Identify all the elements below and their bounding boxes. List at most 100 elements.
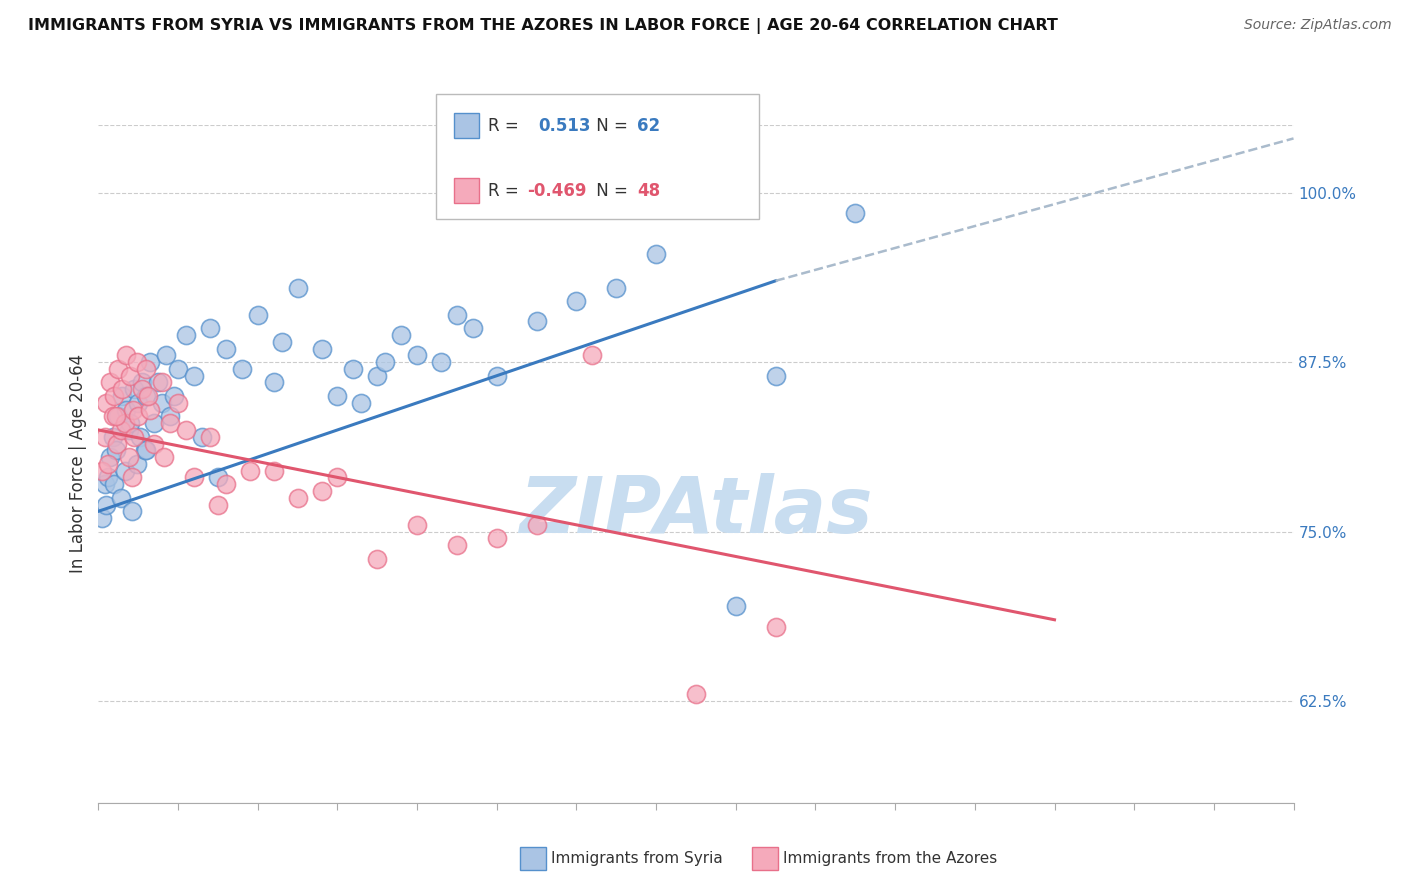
Point bbox=[120, 416, 142, 430]
Point bbox=[446, 308, 468, 322]
Text: Immigrants from the Azores: Immigrants from the Azores bbox=[783, 851, 997, 866]
Point bbox=[96, 498, 118, 512]
Point bbox=[207, 498, 229, 512]
Point bbox=[103, 477, 125, 491]
Point bbox=[98, 450, 122, 464]
Point bbox=[724, 599, 747, 614]
Point bbox=[103, 389, 125, 403]
Point bbox=[159, 416, 181, 430]
Point bbox=[152, 450, 174, 464]
Point bbox=[94, 430, 117, 444]
Text: ZIPAtlas: ZIPAtlas bbox=[519, 474, 873, 549]
Point bbox=[231, 362, 253, 376]
Point bbox=[167, 396, 190, 410]
Point bbox=[685, 687, 707, 701]
Point bbox=[115, 402, 138, 417]
Point bbox=[326, 470, 349, 484]
Point bbox=[118, 423, 141, 437]
Point bbox=[207, 470, 229, 484]
Point bbox=[342, 362, 364, 376]
Text: 0.513: 0.513 bbox=[538, 117, 591, 135]
Text: 62: 62 bbox=[637, 117, 659, 135]
Point bbox=[765, 368, 787, 383]
Text: N =: N = bbox=[591, 182, 633, 200]
Text: IMMIGRANTS FROM SYRIA VS IMMIGRANTS FROM THE AZORES IN LABOR FORCE | AGE 20-64 C: IMMIGRANTS FROM SYRIA VS IMMIGRANTS FROM… bbox=[28, 18, 1057, 34]
Point bbox=[263, 376, 285, 390]
Point bbox=[120, 368, 142, 383]
Point bbox=[215, 477, 238, 491]
Point bbox=[128, 430, 150, 444]
Point bbox=[174, 423, 197, 437]
Point bbox=[143, 416, 166, 430]
Point bbox=[406, 517, 429, 532]
Point bbox=[174, 328, 197, 343]
Point bbox=[135, 389, 157, 403]
Point bbox=[645, 246, 668, 260]
Point bbox=[115, 348, 138, 362]
Point bbox=[198, 321, 221, 335]
Point bbox=[91, 511, 114, 525]
Point bbox=[125, 457, 148, 471]
Point bbox=[485, 368, 508, 383]
Text: 48: 48 bbox=[637, 182, 659, 200]
Point bbox=[94, 477, 117, 491]
Point bbox=[526, 314, 548, 328]
Point bbox=[430, 355, 453, 369]
Point bbox=[167, 362, 190, 376]
Point bbox=[155, 348, 177, 362]
Point bbox=[270, 334, 292, 349]
Point bbox=[844, 206, 866, 220]
Point bbox=[461, 321, 484, 335]
Point bbox=[111, 389, 134, 403]
Point bbox=[131, 382, 153, 396]
Point bbox=[326, 389, 349, 403]
Point bbox=[114, 416, 136, 430]
Point bbox=[96, 396, 118, 410]
Point bbox=[765, 619, 787, 633]
Point bbox=[183, 368, 205, 383]
Text: R =: R = bbox=[488, 117, 529, 135]
Point bbox=[581, 348, 603, 362]
Point bbox=[135, 362, 157, 376]
Point bbox=[135, 443, 157, 458]
Text: Source: ZipAtlas.com: Source: ZipAtlas.com bbox=[1244, 18, 1392, 32]
Point bbox=[134, 443, 156, 458]
Point bbox=[191, 430, 214, 444]
Text: -0.469: -0.469 bbox=[527, 182, 586, 200]
Point bbox=[101, 430, 124, 444]
Point bbox=[446, 538, 468, 552]
Point bbox=[114, 464, 136, 478]
Point bbox=[163, 389, 186, 403]
Point bbox=[124, 430, 146, 444]
Point bbox=[91, 464, 114, 478]
Point bbox=[104, 443, 127, 458]
Point bbox=[107, 409, 129, 424]
Point bbox=[485, 532, 508, 546]
Point bbox=[98, 376, 122, 390]
Point bbox=[127, 396, 149, 410]
Point bbox=[526, 517, 548, 532]
Y-axis label: In Labor Force | Age 20-64: In Labor Force | Age 20-64 bbox=[69, 354, 87, 574]
Point bbox=[565, 294, 588, 309]
Point bbox=[366, 551, 388, 566]
Point bbox=[311, 342, 333, 356]
Point bbox=[121, 504, 143, 518]
Point bbox=[605, 280, 627, 294]
Point bbox=[287, 280, 309, 294]
Point bbox=[159, 409, 181, 424]
Point bbox=[246, 308, 269, 322]
Point bbox=[263, 464, 285, 478]
Point bbox=[139, 355, 162, 369]
Point bbox=[311, 483, 333, 498]
Point bbox=[121, 470, 143, 484]
Point bbox=[110, 423, 132, 437]
Point bbox=[389, 328, 412, 343]
Point bbox=[104, 409, 127, 424]
Point bbox=[121, 402, 143, 417]
Text: R =: R = bbox=[488, 182, 524, 200]
Point bbox=[111, 382, 134, 396]
Point bbox=[148, 376, 170, 390]
Point bbox=[110, 491, 132, 505]
Point bbox=[124, 382, 146, 396]
Point bbox=[150, 396, 173, 410]
